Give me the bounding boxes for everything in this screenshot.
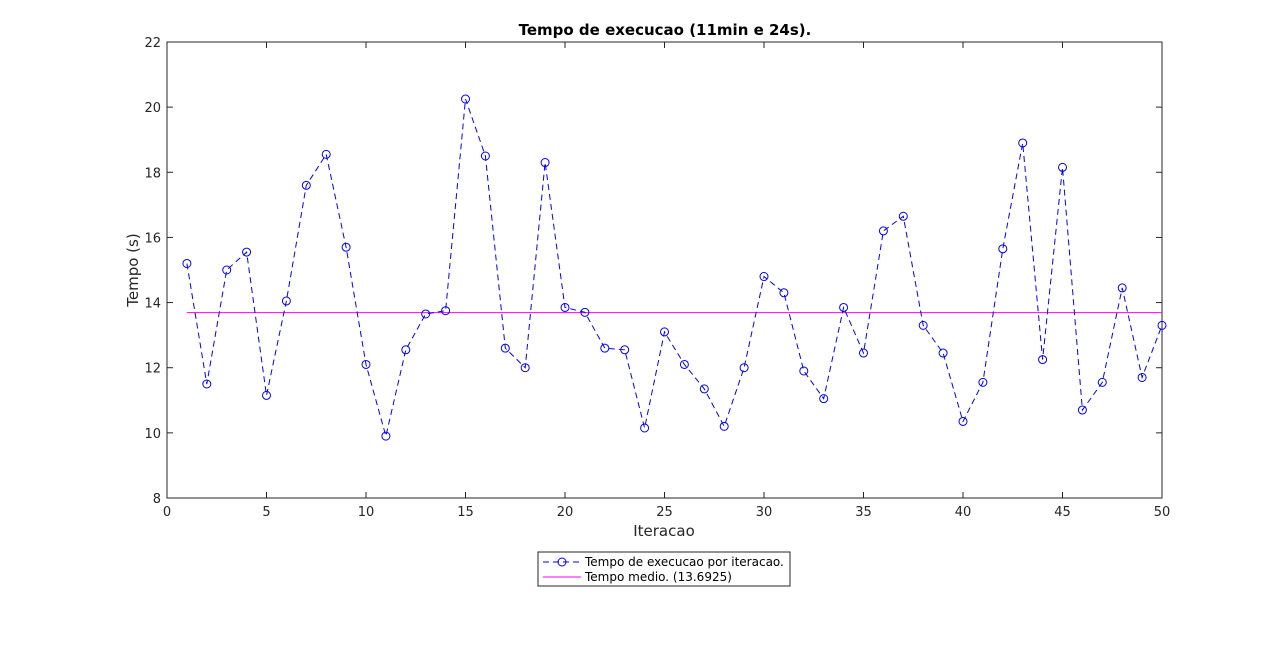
data-point [182,258,192,268]
data-point [978,377,988,387]
y-axis-label: Tempo (s) [124,233,142,307]
legend-label-series-1: Tempo de execucao por iteracao. [584,555,784,569]
data-point [381,431,391,441]
x-tick-label: 45 [1054,505,1071,520]
x-axis-label: Iteracao [633,522,695,540]
data-point [699,384,709,394]
data-point [878,226,888,236]
y-tick-label: 12 [144,362,161,377]
data-point [540,158,550,168]
data-point [600,343,610,353]
data-point [1038,355,1048,365]
x-tick-label: 10 [358,505,375,520]
data-point [1097,377,1107,387]
data-point [779,288,789,298]
y-tick-label: 22 [144,36,161,51]
y-tick-label: 14 [144,297,161,312]
data-point [500,343,510,353]
legend-box [537,551,791,587]
y-tick-label: 8 [153,492,161,507]
legend: Tempo de execucao por iteracao. Tempo me… [537,551,791,587]
data-point [958,416,968,426]
series-layer [182,94,1167,441]
data-point [819,394,829,404]
data-point [839,302,849,312]
data-point [202,379,212,389]
data-point [461,94,470,104]
y-axis: 8 10 12 14 16 18 20 22 [144,36,1162,507]
x-tick-label: 30 [756,505,773,520]
data-point [341,242,351,252]
data-point [918,320,928,330]
x-tick-label: 15 [457,505,474,520]
data-point [401,345,411,355]
data-point [898,211,908,221]
data-point [321,149,331,159]
data-point [361,359,371,369]
y-tick-label: 20 [144,101,161,116]
data-point [719,421,729,431]
data-point [301,180,311,190]
data-point [660,327,669,337]
data-point [1018,138,1028,148]
data-point [938,348,948,358]
x-axis: 0 5 10 15 20 25 30 35 40 45 50 [163,42,1170,520]
chart-title: Tempo de execucao (11min e 24s). [519,21,812,39]
data-point [759,272,769,282]
plot-area [166,41,1163,499]
x-tick-label: 25 [656,505,673,520]
legend-label-series-2: Tempo medio. (13.6925) [584,570,732,584]
x-tick-label: 20 [557,505,574,520]
data-point [640,423,650,433]
y-tick-label: 18 [144,166,161,181]
data-point [1137,372,1147,382]
data-point [480,151,490,161]
data-point [998,244,1008,254]
data-point [799,366,809,376]
data-point [262,390,271,400]
data-point [859,348,868,358]
data-point [1058,162,1067,172]
x-tick-label: 40 [955,505,972,520]
data-point [620,345,630,355]
data-point [739,363,749,373]
y-tick-label: 10 [144,427,161,442]
data-point [679,359,689,369]
legend-marker-series-1 [557,557,567,567]
data-point [281,296,291,306]
x-tick-label: 5 [262,505,270,520]
data-point [1117,283,1127,293]
data-point [560,302,570,312]
y-tick-label: 16 [144,231,161,246]
data-point [520,363,530,373]
data-point [421,309,431,319]
data-point [580,307,590,317]
data-point [1157,320,1167,330]
x-tick-label: 50 [1154,505,1171,520]
data-point [242,247,252,257]
series-line-iteration-time [186,98,1163,437]
data-point [441,306,451,316]
x-tick-label: 35 [855,505,872,520]
data-point [222,265,232,275]
data-point [1077,405,1087,415]
x-tick-label: 0 [163,505,171,520]
